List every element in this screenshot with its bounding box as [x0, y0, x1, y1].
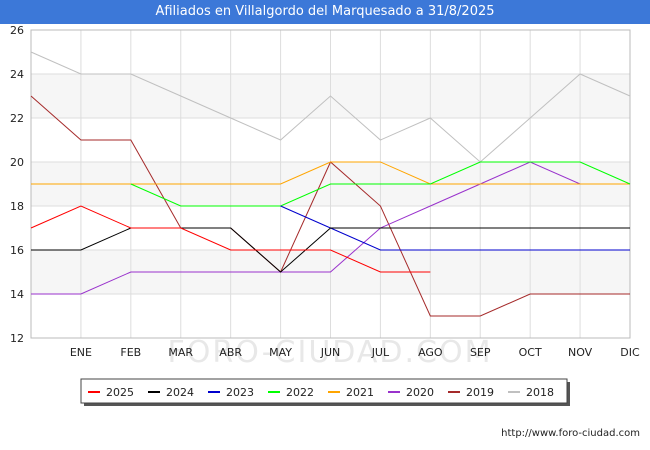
x-tick-label: ENE [70, 346, 92, 359]
legend-label-2018: 2018 [526, 386, 554, 399]
x-tick-label: FEB [120, 346, 141, 359]
legend-label-2019: 2019 [466, 386, 494, 399]
chart-title: Afiliados en Villalgordo del Marquesado … [0, 0, 650, 24]
y-tick-label: 12 [10, 332, 24, 345]
x-axis-ticks: ENE FEB MAR ABR MAY JUN JUL AGO SEP OCT NOV DIC [70, 346, 640, 359]
y-tick-label: 16 [10, 244, 24, 257]
y-tick-label: 14 [10, 288, 24, 301]
legend-label-2021: 2021 [346, 386, 374, 399]
legend-label-2023: 2023 [226, 386, 254, 399]
x-tick-label: NOV [568, 346, 593, 359]
x-tick-label: AGO [418, 346, 443, 359]
series-line-2025 [30, 205, 431, 273]
x-tick-label: DIC [620, 346, 640, 359]
y-tick-label: 24 [10, 68, 24, 81]
legend: 2025 2024 2023 2022 2021 2020 2019 2018 [80, 378, 570, 406]
series-line-2022 [130, 161, 631, 207]
watermark: FORO-CIUDAD.COM [168, 335, 493, 370]
x-tick-label: JUL [371, 346, 390, 359]
y-tick-label: 26 [10, 24, 24, 37]
x-tick-label: OCT [519, 346, 542, 359]
legend-label-2022: 2022 [286, 386, 314, 399]
y-tick-label: 18 [10, 200, 24, 213]
x-tick-label: MAR [168, 346, 193, 359]
x-tick-label: ABR [219, 346, 242, 359]
series-lines [30, 51, 631, 317]
legend-label-2025: 2025 [106, 386, 134, 399]
source-link[interactable]: http://www.foro-ciudad.com [501, 428, 640, 439]
x-tick-label: JUN [320, 346, 341, 359]
series-line-2023 [280, 205, 630, 251]
y-axis-ticks: 12 14 16 18 20 22 24 26 [10, 24, 24, 345]
legend-box [80, 378, 568, 404]
x-tick-label: SEP [470, 346, 491, 359]
legend-label-2020: 2020 [406, 386, 434, 399]
y-tick-label: 22 [10, 112, 24, 125]
x-tick-label: MAY [269, 346, 292, 359]
y-tick-label: 20 [10, 156, 24, 169]
legend-label-2024: 2024 [166, 386, 194, 399]
series-line-2018 [30, 51, 631, 163]
